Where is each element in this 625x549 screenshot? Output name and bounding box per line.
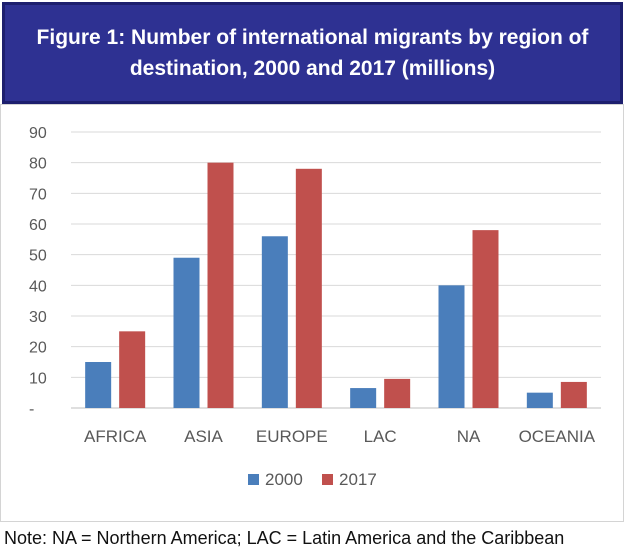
y-tick-label: 80	[29, 156, 47, 173]
bar-na-2017	[472, 230, 499, 408]
x-tick-label: AFRICA	[84, 427, 147, 446]
y-tick-label: 10	[29, 370, 47, 387]
x-tick-label: NA	[457, 427, 481, 446]
bar-oceania-2017	[560, 381, 587, 408]
legend-label: 2000	[265, 470, 303, 489]
legend-label: 2017	[339, 470, 377, 489]
x-tick-label: LAC	[364, 427, 397, 446]
y-tick-label: 70	[29, 186, 47, 203]
chart-frame: - 10 20 30 40 50 60 70 80 90 AFRICA ASIA EUROPE LAC NA…	[0, 104, 624, 522]
y-tick-label: -	[29, 401, 34, 418]
bar-lac-2017	[384, 378, 411, 408]
bar-europe-2000	[261, 236, 288, 408]
legend-swatch	[322, 474, 333, 485]
bar-africa-2017	[119, 331, 146, 408]
y-tick-label: 50	[29, 248, 47, 265]
y-tick-label: 30	[29, 309, 47, 326]
x-tick-label: EUROPE	[256, 427, 328, 446]
bar-oceania-2000	[526, 392, 553, 408]
title-banner: Figure 1: Number of international migran…	[2, 2, 623, 104]
bar-chart: - 10 20 30 40 50 60 70 80 90 AFRICA ASIA EUROPE LAC NA…	[29, 125, 601, 489]
y-tick-label: 20	[29, 340, 47, 357]
bar-asia-2000	[173, 257, 200, 408]
bar-lac-2000	[350, 388, 377, 408]
y-tick-label: 90	[29, 125, 47, 142]
legend-swatch	[248, 474, 259, 485]
chart-title: Figure 1: Number of international migran…	[36, 26, 589, 80]
x-tick-label: OCEANIA	[519, 427, 596, 446]
x-tick-label: ASIA	[184, 427, 223, 446]
bar-asia-2017	[207, 162, 234, 408]
bar-europe-2017	[295, 168, 322, 408]
y-tick-label: 60	[29, 217, 47, 234]
bar-na-2000	[438, 285, 465, 408]
footnote: Note: NA = Northern America; LAC = Latin…	[4, 528, 565, 548]
bar-africa-2000	[85, 362, 112, 408]
y-tick-label: 40	[29, 278, 47, 295]
